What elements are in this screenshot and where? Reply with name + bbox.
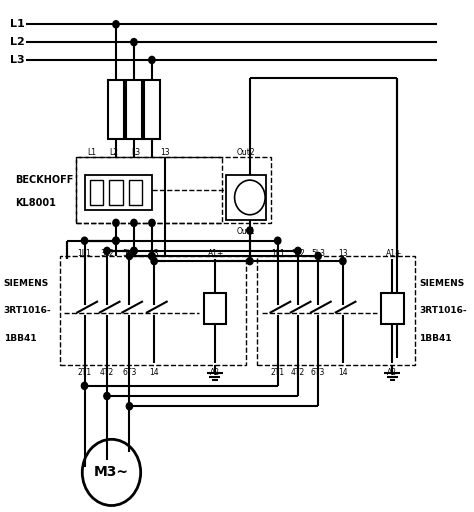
Text: 3L2: 3L2 — [291, 249, 305, 258]
Circle shape — [104, 393, 110, 399]
Circle shape — [131, 219, 137, 226]
Circle shape — [149, 252, 155, 260]
Circle shape — [113, 219, 119, 226]
Bar — [126, 80, 142, 139]
Text: 3RT1016-: 3RT1016- — [419, 306, 467, 315]
Text: A1+: A1+ — [208, 249, 224, 258]
Text: 6T3: 6T3 — [311, 368, 325, 377]
Bar — [75, 157, 271, 223]
Text: Out1: Out1 — [237, 227, 255, 236]
Text: A2-: A2- — [387, 368, 400, 377]
Circle shape — [82, 237, 88, 244]
Circle shape — [113, 237, 119, 244]
Text: A2-: A2- — [210, 368, 222, 377]
Circle shape — [315, 252, 321, 260]
Text: L2: L2 — [109, 148, 118, 157]
Circle shape — [149, 56, 155, 63]
Bar — [144, 80, 160, 139]
Circle shape — [131, 38, 137, 46]
Circle shape — [82, 382, 88, 390]
Text: 1BB41: 1BB41 — [419, 334, 452, 343]
Text: M3~: M3~ — [94, 465, 129, 479]
Bar — [226, 175, 266, 220]
Bar — [257, 256, 415, 366]
Circle shape — [126, 252, 133, 260]
Circle shape — [274, 237, 281, 244]
Bar — [60, 256, 246, 366]
Text: 2T1: 2T1 — [271, 368, 285, 377]
Circle shape — [113, 21, 119, 28]
Circle shape — [131, 247, 137, 254]
Bar — [381, 293, 403, 324]
Text: L1: L1 — [87, 148, 96, 157]
Text: 5L3: 5L3 — [122, 249, 137, 258]
Text: L2: L2 — [10, 37, 25, 47]
Bar — [203, 293, 226, 324]
Bar — [108, 80, 124, 139]
Text: L3: L3 — [10, 55, 25, 65]
Text: 4T2: 4T2 — [100, 368, 114, 377]
Circle shape — [149, 219, 155, 226]
Circle shape — [126, 402, 133, 410]
Text: 13: 13 — [149, 249, 159, 258]
Text: 3RT1016-: 3RT1016- — [4, 306, 51, 315]
Circle shape — [131, 247, 137, 254]
Text: 14: 14 — [338, 368, 347, 377]
Bar — [128, 180, 142, 205]
Text: 13: 13 — [161, 148, 170, 157]
Circle shape — [295, 247, 301, 254]
Text: 3L2: 3L2 — [100, 249, 114, 258]
Bar — [109, 180, 123, 205]
Text: 14: 14 — [149, 368, 159, 377]
Text: KL8001: KL8001 — [15, 198, 56, 208]
Text: 5L3: 5L3 — [311, 249, 325, 258]
Text: 2T1: 2T1 — [77, 368, 91, 377]
Bar — [90, 180, 103, 205]
Text: 13: 13 — [338, 249, 347, 258]
Bar — [84, 175, 152, 210]
Circle shape — [340, 258, 346, 265]
Text: L1: L1 — [10, 19, 25, 29]
Text: Out2: Out2 — [237, 148, 255, 157]
Circle shape — [113, 237, 119, 244]
Text: 1L1: 1L1 — [78, 249, 91, 258]
Circle shape — [151, 258, 157, 265]
Text: BECKHOFF: BECKHOFF — [15, 175, 73, 185]
Text: A1+: A1+ — [385, 249, 402, 258]
Circle shape — [246, 258, 253, 265]
Text: 1L1: 1L1 — [271, 249, 284, 258]
Text: 4T2: 4T2 — [291, 368, 305, 377]
Circle shape — [149, 252, 155, 260]
Circle shape — [104, 247, 110, 254]
Text: SIEMENS: SIEMENS — [4, 279, 49, 288]
Circle shape — [246, 227, 253, 234]
Text: L3: L3 — [132, 148, 141, 157]
Text: SIEMENS: SIEMENS — [419, 279, 465, 288]
Text: 1BB41: 1BB41 — [4, 334, 36, 343]
Bar — [75, 157, 221, 223]
Text: 6T3: 6T3 — [122, 368, 137, 377]
